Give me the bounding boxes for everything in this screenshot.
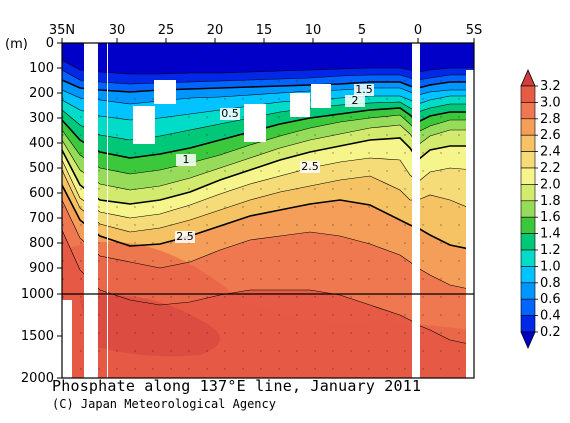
x-tick-label: 10 bbox=[305, 23, 322, 38]
colorbar-label: 1.6 bbox=[540, 210, 561, 225]
y-tick-label: 600 bbox=[29, 186, 54, 201]
contour-label-bg bbox=[354, 84, 374, 96]
missing-column bbox=[412, 43, 420, 378]
colorbar-label: 3.0 bbox=[540, 95, 561, 110]
contour-label-bg bbox=[300, 161, 320, 173]
y-tick-label: 100 bbox=[29, 61, 54, 76]
colorbar-label: 2.4 bbox=[540, 145, 561, 160]
credit-text: (C) Japan Meteorological Agency bbox=[52, 397, 276, 411]
y-axis-ticks: 0 100 200 300 400 500 600 700 800 900 1000 1500 2000 bbox=[21, 36, 62, 386]
colorbar-label: 2.8 bbox=[540, 112, 561, 127]
y-tick-label: 2000 bbox=[21, 371, 54, 386]
colorbar-label: 1.8 bbox=[540, 194, 561, 209]
colorbar-swatch bbox=[520, 249, 536, 267]
colorbar-swatch bbox=[520, 298, 536, 316]
y-tick-label: 200 bbox=[29, 86, 54, 101]
x-tick-label: 0 bbox=[414, 23, 422, 38]
colorbar-swatch bbox=[520, 282, 536, 300]
colorbar-max-tip bbox=[520, 69, 536, 87]
contour-label-bg bbox=[345, 95, 365, 107]
y-tick-label: 1500 bbox=[21, 329, 54, 344]
colorbar-swatch bbox=[520, 266, 536, 284]
x-tick-label: 5 bbox=[358, 23, 366, 38]
x-tick-label: 20 bbox=[207, 23, 224, 38]
colorbar-label: 1.4 bbox=[540, 227, 561, 242]
missing-column bbox=[107, 43, 108, 378]
y-tick-label: 700 bbox=[29, 211, 54, 226]
x-tick-label: 15 bbox=[256, 23, 273, 38]
colorbar-swatch bbox=[520, 85, 536, 103]
missing-block bbox=[154, 80, 176, 104]
y-tick-label: 300 bbox=[29, 111, 54, 126]
colorbar-label: 3.2 bbox=[540, 79, 561, 94]
chart-title: Phosphate along 137°E line, January 2011 bbox=[52, 377, 422, 395]
y-tick-label: 900 bbox=[29, 261, 54, 276]
colorbar-label: 1.0 bbox=[540, 259, 561, 274]
colorbar-swatch bbox=[520, 315, 536, 333]
colorbar-label: 1.2 bbox=[540, 243, 561, 258]
missing-block bbox=[311, 84, 331, 108]
colorbar-swatch bbox=[520, 184, 536, 202]
colorbar-swatch bbox=[520, 200, 536, 218]
colorbar: 3.23.02.82.62.42.22.01.81.61.41.21.00.80… bbox=[520, 69, 561, 349]
x-tick-label: 35N bbox=[49, 23, 75, 38]
contour-label-bg bbox=[176, 154, 196, 166]
colorbar-swatch bbox=[520, 134, 536, 152]
contour-label: 2.5 bbox=[176, 230, 194, 243]
x-tick-label: 30 bbox=[109, 23, 126, 38]
colorbar-swatch bbox=[520, 167, 536, 185]
contour-label: 0.5 bbox=[221, 107, 239, 120]
plot-area bbox=[62, 43, 474, 378]
contour-value-labels: 0.5 1 1.52 2.5 2.5 bbox=[175, 83, 374, 243]
contour-label: 2 bbox=[352, 94, 359, 107]
contour-label: 2.5 bbox=[301, 160, 319, 173]
missing-column bbox=[466, 70, 474, 378]
colorbar-label: 2.6 bbox=[540, 128, 561, 143]
x-tick-label: 5S bbox=[466, 23, 483, 38]
x-tick-label: 25 bbox=[158, 23, 175, 38]
colorbar-swatch bbox=[520, 233, 536, 251]
y-tick-label: 500 bbox=[29, 161, 54, 176]
missing-block bbox=[290, 93, 310, 117]
colorbar-swatch bbox=[520, 151, 536, 169]
y-tick-label: 800 bbox=[29, 236, 54, 251]
contour-label: 1 bbox=[183, 153, 190, 166]
colorbar-swatch bbox=[520, 216, 536, 234]
y-tick-label: 1000 bbox=[21, 287, 54, 302]
contour-label: 1.5 bbox=[355, 83, 373, 96]
x-axis-ticks: 35N 30 25 20 15 10 5 0 5S bbox=[49, 23, 482, 43]
colorbar-swatch bbox=[520, 118, 536, 136]
missing-block bbox=[133, 106, 155, 144]
colorbar-label: 2.2 bbox=[540, 161, 561, 176]
contour-label-bg bbox=[175, 231, 195, 243]
contour-label-bg bbox=[220, 108, 240, 120]
y-unit-label: (m) bbox=[5, 37, 28, 52]
colorbar-swatch bbox=[520, 102, 536, 120]
y-tick-label: 400 bbox=[29, 136, 54, 151]
y-tick-label: 0 bbox=[46, 36, 54, 51]
missing-column bbox=[62, 300, 72, 378]
colorbar-label: 0.8 bbox=[540, 276, 561, 291]
colorbar-label: 0.6 bbox=[540, 292, 561, 307]
missing-block bbox=[244, 104, 266, 142]
plot-frame bbox=[61, 42, 475, 379]
missing-column bbox=[84, 43, 98, 378]
colorbar-label: 2.0 bbox=[540, 177, 561, 192]
colorbar-label: 0.4 bbox=[540, 309, 561, 324]
colorbar-min-tip bbox=[520, 331, 536, 349]
colorbar-label: 0.2 bbox=[540, 325, 561, 340]
